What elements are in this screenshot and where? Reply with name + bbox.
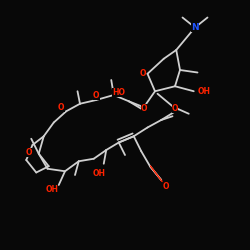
Text: O: O — [26, 148, 32, 157]
Text: O: O — [93, 90, 100, 100]
Text: O: O — [140, 104, 147, 113]
Text: N: N — [191, 23, 199, 32]
Text: O: O — [58, 103, 64, 112]
Text: O: O — [172, 104, 178, 113]
Text: O: O — [139, 69, 146, 78]
Text: O: O — [163, 182, 170, 191]
Text: HO: HO — [112, 88, 125, 97]
Text: OH: OH — [92, 169, 105, 178]
Text: OH: OH — [198, 87, 210, 96]
Text: OH: OH — [46, 186, 59, 194]
